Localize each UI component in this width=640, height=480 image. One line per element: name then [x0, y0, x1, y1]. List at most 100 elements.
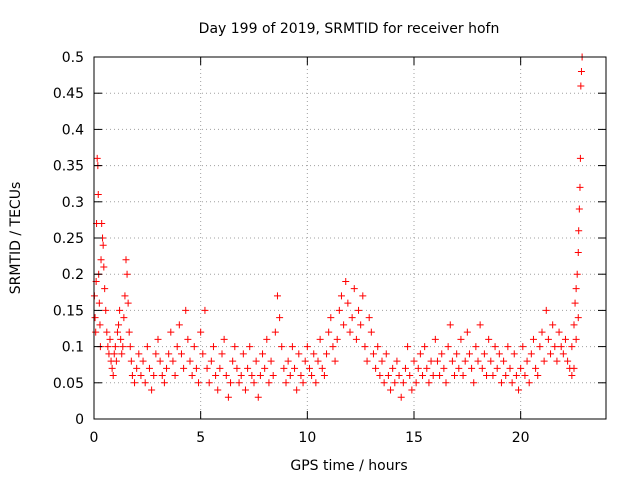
data-point — [335, 306, 343, 314]
data-point — [453, 350, 461, 358]
data-point — [116, 306, 124, 314]
data-point — [378, 357, 386, 365]
data-point — [361, 343, 369, 351]
data-point — [397, 393, 405, 401]
y-tick-label: 0.5 — [62, 50, 84, 66]
data-point — [122, 256, 130, 264]
data-point — [480, 350, 488, 358]
data-point — [491, 343, 499, 351]
data-point — [110, 350, 118, 358]
data-point — [276, 314, 284, 322]
data-point — [553, 357, 561, 365]
data-point — [577, 82, 585, 90]
data-point — [218, 350, 226, 358]
data-point — [100, 263, 108, 271]
data-point — [235, 379, 243, 387]
data-point — [113, 328, 121, 336]
data-point — [180, 364, 188, 372]
data-point — [575, 227, 583, 235]
data-point — [436, 372, 444, 380]
data-point — [216, 364, 224, 372]
data-point — [104, 343, 112, 351]
data-point — [252, 357, 260, 365]
data-point — [570, 321, 578, 329]
data-point — [532, 364, 540, 372]
data-point — [308, 372, 316, 380]
data-point — [325, 328, 333, 336]
data-point — [160, 379, 168, 387]
data-point — [355, 306, 363, 314]
data-point — [273, 292, 281, 300]
data-point — [303, 343, 311, 351]
data-point — [393, 357, 401, 365]
y-tick-label: 0 — [75, 412, 84, 428]
data-point — [500, 357, 508, 365]
data-point — [171, 372, 179, 380]
data-point — [239, 350, 247, 358]
data-point — [574, 248, 582, 256]
data-point — [244, 364, 252, 372]
data-point — [220, 335, 228, 343]
data-point — [192, 364, 200, 372]
data-point — [119, 343, 127, 351]
data-point — [248, 372, 256, 380]
data-point — [536, 343, 544, 351]
data-point — [344, 299, 352, 307]
data-point — [446, 321, 454, 329]
data-point — [538, 328, 546, 336]
data-point — [269, 372, 277, 380]
x-axis-ticks: 0 5 10 15 20 — [90, 57, 530, 446]
data-point — [331, 357, 339, 365]
data-point — [259, 350, 267, 358]
data-point — [549, 321, 557, 329]
data-point — [282, 379, 290, 387]
data-point — [431, 335, 439, 343]
data-point — [101, 285, 109, 293]
y-tick-label: 0.25 — [53, 231, 84, 247]
data-point — [127, 357, 135, 365]
data-point — [391, 379, 399, 387]
data-point — [126, 343, 134, 351]
x-axis-label: GPS time / hours — [290, 458, 407, 474]
data-point — [555, 328, 563, 336]
data-point — [299, 379, 307, 387]
data-point — [94, 191, 102, 199]
data-point — [438, 350, 446, 358]
data-point — [476, 321, 484, 329]
data-point — [316, 335, 324, 343]
data-point — [568, 343, 576, 351]
data-point — [111, 343, 119, 351]
data-point — [519, 343, 527, 351]
data-point — [167, 328, 175, 336]
data-point — [256, 372, 264, 380]
data-point — [312, 379, 320, 387]
data-point — [521, 372, 529, 380]
data-point — [577, 67, 585, 75]
data-point — [163, 364, 171, 372]
data-point — [557, 343, 565, 351]
data-point — [363, 357, 371, 365]
y-tick-label: 0.4 — [62, 122, 84, 138]
data-point — [205, 379, 213, 387]
data-point — [487, 357, 495, 365]
data-point — [376, 372, 384, 380]
data-point — [99, 241, 107, 249]
data-point — [497, 379, 505, 387]
data-point — [440, 364, 448, 372]
data-point — [263, 335, 271, 343]
y-tick-label: 0.3 — [62, 195, 84, 211]
data-point — [280, 364, 288, 372]
data-point — [455, 364, 463, 372]
data-point — [357, 321, 365, 329]
data-point — [561, 335, 569, 343]
y-tick-label: 0.35 — [53, 159, 84, 175]
data-point — [485, 335, 493, 343]
data-point — [508, 379, 516, 387]
data-point — [123, 270, 131, 278]
data-point — [175, 321, 183, 329]
data-point — [463, 328, 471, 336]
data-point — [576, 154, 584, 162]
y-tick-label: 0.2 — [62, 267, 84, 283]
x-tick-label: 5 — [196, 430, 205, 446]
data-point — [301, 357, 309, 365]
